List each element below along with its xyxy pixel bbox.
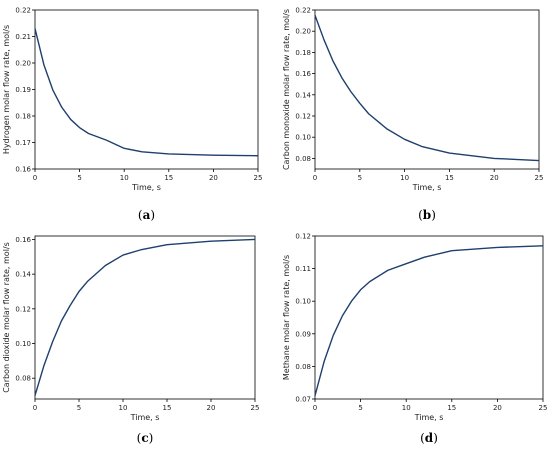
y-axis-title: Carbon dioxide molar flow rate, mol/s — [2, 242, 11, 393]
panel-caption-letter: b — [423, 208, 431, 222]
y-tick-label: 0.16 — [15, 236, 31, 244]
chart-panel-a: 0 5 10 15 20 25 0.16 0.17 0.18 0.19 0.20 0.21 0.22 Ti… — [2, 7, 262, 223]
panel-caption: (b) — [418, 208, 436, 222]
x-tick-label: 25 — [254, 174, 263, 182]
panel-caption: (a) — [138, 208, 155, 222]
panel-caption-letter: d — [425, 431, 434, 445]
x-axis-title: Time, s — [412, 183, 442, 192]
chart-panel-d: 0 5 10 15 20 25 0.07 0.08 0.09 0.10 0.11 0.12 Time, … — [282, 233, 547, 446]
y-tick-label: 0.10 — [15, 340, 31, 348]
chart-panel-c: 0 5 10 15 20 25 0.08 0.10 0.12 0.14 0.16 Time, s Car… — [2, 235, 260, 445]
x-tick-label: 5 — [358, 404, 362, 412]
y-tick-label: 0.20 — [15, 60, 31, 68]
x-tick-label: 15 — [445, 174, 454, 182]
y-tick-label: 0.08 — [295, 363, 311, 371]
x-tick-label: 25 — [251, 404, 260, 412]
x-tick-label: 10 — [120, 174, 129, 182]
x-tick-label: 15 — [447, 404, 456, 412]
plot-frame — [34, 235, 256, 400]
x-axis-title: Time, s — [414, 413, 444, 422]
x-tick-label: 0 — [313, 404, 317, 412]
x-tick-label: 20 — [490, 174, 499, 182]
x-tick-label: 25 — [539, 404, 548, 412]
panel-caption: (d) — [420, 431, 438, 445]
x-tick-label: 0 — [33, 404, 37, 412]
x-tick-label: 10 — [402, 404, 411, 412]
x-tick-label: 10 — [119, 404, 128, 412]
x-tick-label: 5 — [77, 174, 81, 182]
y-tick-label: 0.22 — [295, 7, 311, 15]
y-tick-label: 0.16 — [15, 166, 31, 174]
plot-frame — [314, 9, 540, 170]
y-tick-label: 0.08 — [15, 375, 31, 383]
series-line — [314, 245, 544, 396]
y-tick-label: 0.17 — [15, 139, 31, 147]
x-tick-label: 15 — [163, 404, 172, 412]
y-axis-title: Hydrogen molar flow rate, mol/s — [2, 25, 11, 154]
y-tick-label: 0.09 — [295, 330, 311, 338]
y-tick-label: 0.12 — [295, 113, 311, 121]
x-tick-label: 20 — [493, 404, 502, 412]
chart-panel-b: 0 5 10 15 20 25 0.08 0.10 0.12 0.14 0.16 0.18 0.20 0.… — [282, 7, 543, 223]
y-tick-label: 0.14 — [15, 271, 31, 279]
y-tick-label: 0.10 — [295, 134, 311, 142]
series-line — [34, 28, 259, 157]
x-axis-title: Time, s — [130, 413, 160, 422]
series-line — [314, 15, 540, 162]
y-tick-label: 0.12 — [295, 233, 311, 241]
x-tick-label: 5 — [358, 174, 362, 182]
plot-frame — [34, 9, 259, 170]
y-tick-label: 0.11 — [295, 265, 311, 273]
y-tick-label: 0.08 — [295, 155, 311, 163]
x-tick-label: 10 — [400, 174, 409, 182]
y-tick-label: 0.16 — [295, 70, 311, 78]
y-tick-label: 0.18 — [295, 49, 311, 57]
y-tick-label: 0.14 — [295, 91, 311, 99]
x-tick-label: 20 — [207, 404, 216, 412]
x-tick-label: 0 — [313, 174, 317, 182]
x-axis-title: Time, s — [131, 183, 161, 192]
y-tick-label: 0.20 — [295, 28, 311, 36]
y-axis-title: Carbon monoxide molar flow rate, mol/s — [282, 9, 291, 170]
y-tick-label: 0.19 — [15, 86, 31, 94]
y-axis-title: Methane molar flow rate, mol/s — [282, 255, 291, 380]
x-tick-label: 25 — [535, 174, 544, 182]
x-tick-label: 15 — [164, 174, 173, 182]
plot-frame — [314, 235, 544, 400]
panel-caption-letter: c — [141, 431, 148, 445]
x-tick-label: 5 — [77, 404, 81, 412]
y-tick-label: 0.18 — [15, 113, 31, 121]
y-tick-label: 0.21 — [15, 33, 31, 41]
x-tick-label: 20 — [209, 174, 218, 182]
y-tick-label: 0.10 — [295, 298, 311, 306]
y-tick-label: 0.22 — [15, 7, 31, 15]
series-line — [34, 238, 256, 396]
panel-caption-letter: a — [143, 208, 151, 222]
y-tick-label: 0.07 — [295, 396, 311, 404]
y-tick-label: 0.12 — [15, 305, 31, 313]
x-tick-label: 0 — [33, 174, 37, 182]
panel-caption: (c) — [137, 431, 154, 445]
